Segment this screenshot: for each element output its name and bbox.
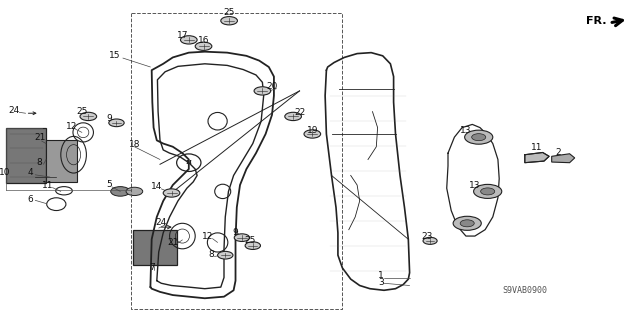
Text: 22: 22 bbox=[294, 108, 305, 117]
Text: 14: 14 bbox=[151, 182, 163, 191]
Circle shape bbox=[109, 119, 124, 127]
Text: 8: 8 bbox=[37, 158, 42, 167]
Text: 7: 7 bbox=[150, 263, 155, 272]
Text: 12: 12 bbox=[202, 232, 214, 241]
Text: 15: 15 bbox=[109, 51, 121, 60]
Text: 8: 8 bbox=[209, 250, 214, 259]
Text: 11: 11 bbox=[531, 143, 542, 152]
Circle shape bbox=[180, 36, 197, 44]
Circle shape bbox=[254, 87, 271, 95]
Polygon shape bbox=[552, 154, 575, 163]
Text: FR.: FR. bbox=[586, 16, 607, 26]
Circle shape bbox=[460, 220, 474, 227]
Text: 25: 25 bbox=[223, 8, 235, 17]
Text: 11: 11 bbox=[42, 181, 54, 190]
Circle shape bbox=[423, 237, 437, 244]
Text: 9: 9 bbox=[106, 114, 111, 123]
Text: 23: 23 bbox=[422, 232, 433, 241]
Text: 24: 24 bbox=[8, 106, 20, 115]
Circle shape bbox=[163, 189, 180, 197]
Circle shape bbox=[234, 234, 250, 241]
Text: 5: 5 bbox=[106, 180, 111, 189]
Circle shape bbox=[221, 17, 237, 25]
Text: 9: 9 bbox=[233, 228, 238, 237]
Text: 13: 13 bbox=[460, 126, 472, 135]
Text: 21: 21 bbox=[34, 133, 45, 142]
Circle shape bbox=[453, 216, 481, 230]
Text: 25: 25 bbox=[76, 107, 88, 115]
Circle shape bbox=[80, 112, 97, 121]
Text: 13: 13 bbox=[469, 181, 481, 189]
Circle shape bbox=[472, 134, 486, 141]
Text: S9VAB0900: S9VAB0900 bbox=[502, 286, 547, 295]
Text: 1: 1 bbox=[378, 271, 383, 280]
Circle shape bbox=[195, 42, 212, 50]
Circle shape bbox=[245, 242, 260, 249]
Text: 20: 20 bbox=[266, 82, 278, 91]
Text: 12: 12 bbox=[66, 122, 77, 131]
FancyBboxPatch shape bbox=[6, 128, 46, 183]
Circle shape bbox=[465, 130, 493, 144]
FancyBboxPatch shape bbox=[46, 140, 77, 182]
Circle shape bbox=[304, 130, 321, 138]
Circle shape bbox=[285, 112, 301, 121]
Text: 6: 6 bbox=[28, 195, 33, 204]
Text: 24: 24 bbox=[156, 218, 167, 227]
Text: 16: 16 bbox=[198, 36, 209, 45]
Text: H: H bbox=[186, 160, 192, 165]
Text: 19: 19 bbox=[307, 126, 318, 135]
Text: 2: 2 bbox=[556, 148, 561, 157]
Circle shape bbox=[218, 251, 233, 259]
Text: 21: 21 bbox=[167, 238, 179, 247]
FancyBboxPatch shape bbox=[133, 230, 177, 265]
Text: 18: 18 bbox=[129, 140, 140, 149]
Circle shape bbox=[126, 187, 143, 196]
Circle shape bbox=[111, 187, 130, 196]
Text: 10: 10 bbox=[0, 168, 11, 177]
Text: 17: 17 bbox=[177, 31, 188, 40]
Polygon shape bbox=[525, 152, 549, 163]
Circle shape bbox=[474, 184, 502, 198]
Text: 25: 25 bbox=[244, 236, 255, 245]
Circle shape bbox=[481, 188, 495, 195]
Text: 3: 3 bbox=[378, 278, 383, 287]
Text: 4: 4 bbox=[28, 168, 33, 177]
